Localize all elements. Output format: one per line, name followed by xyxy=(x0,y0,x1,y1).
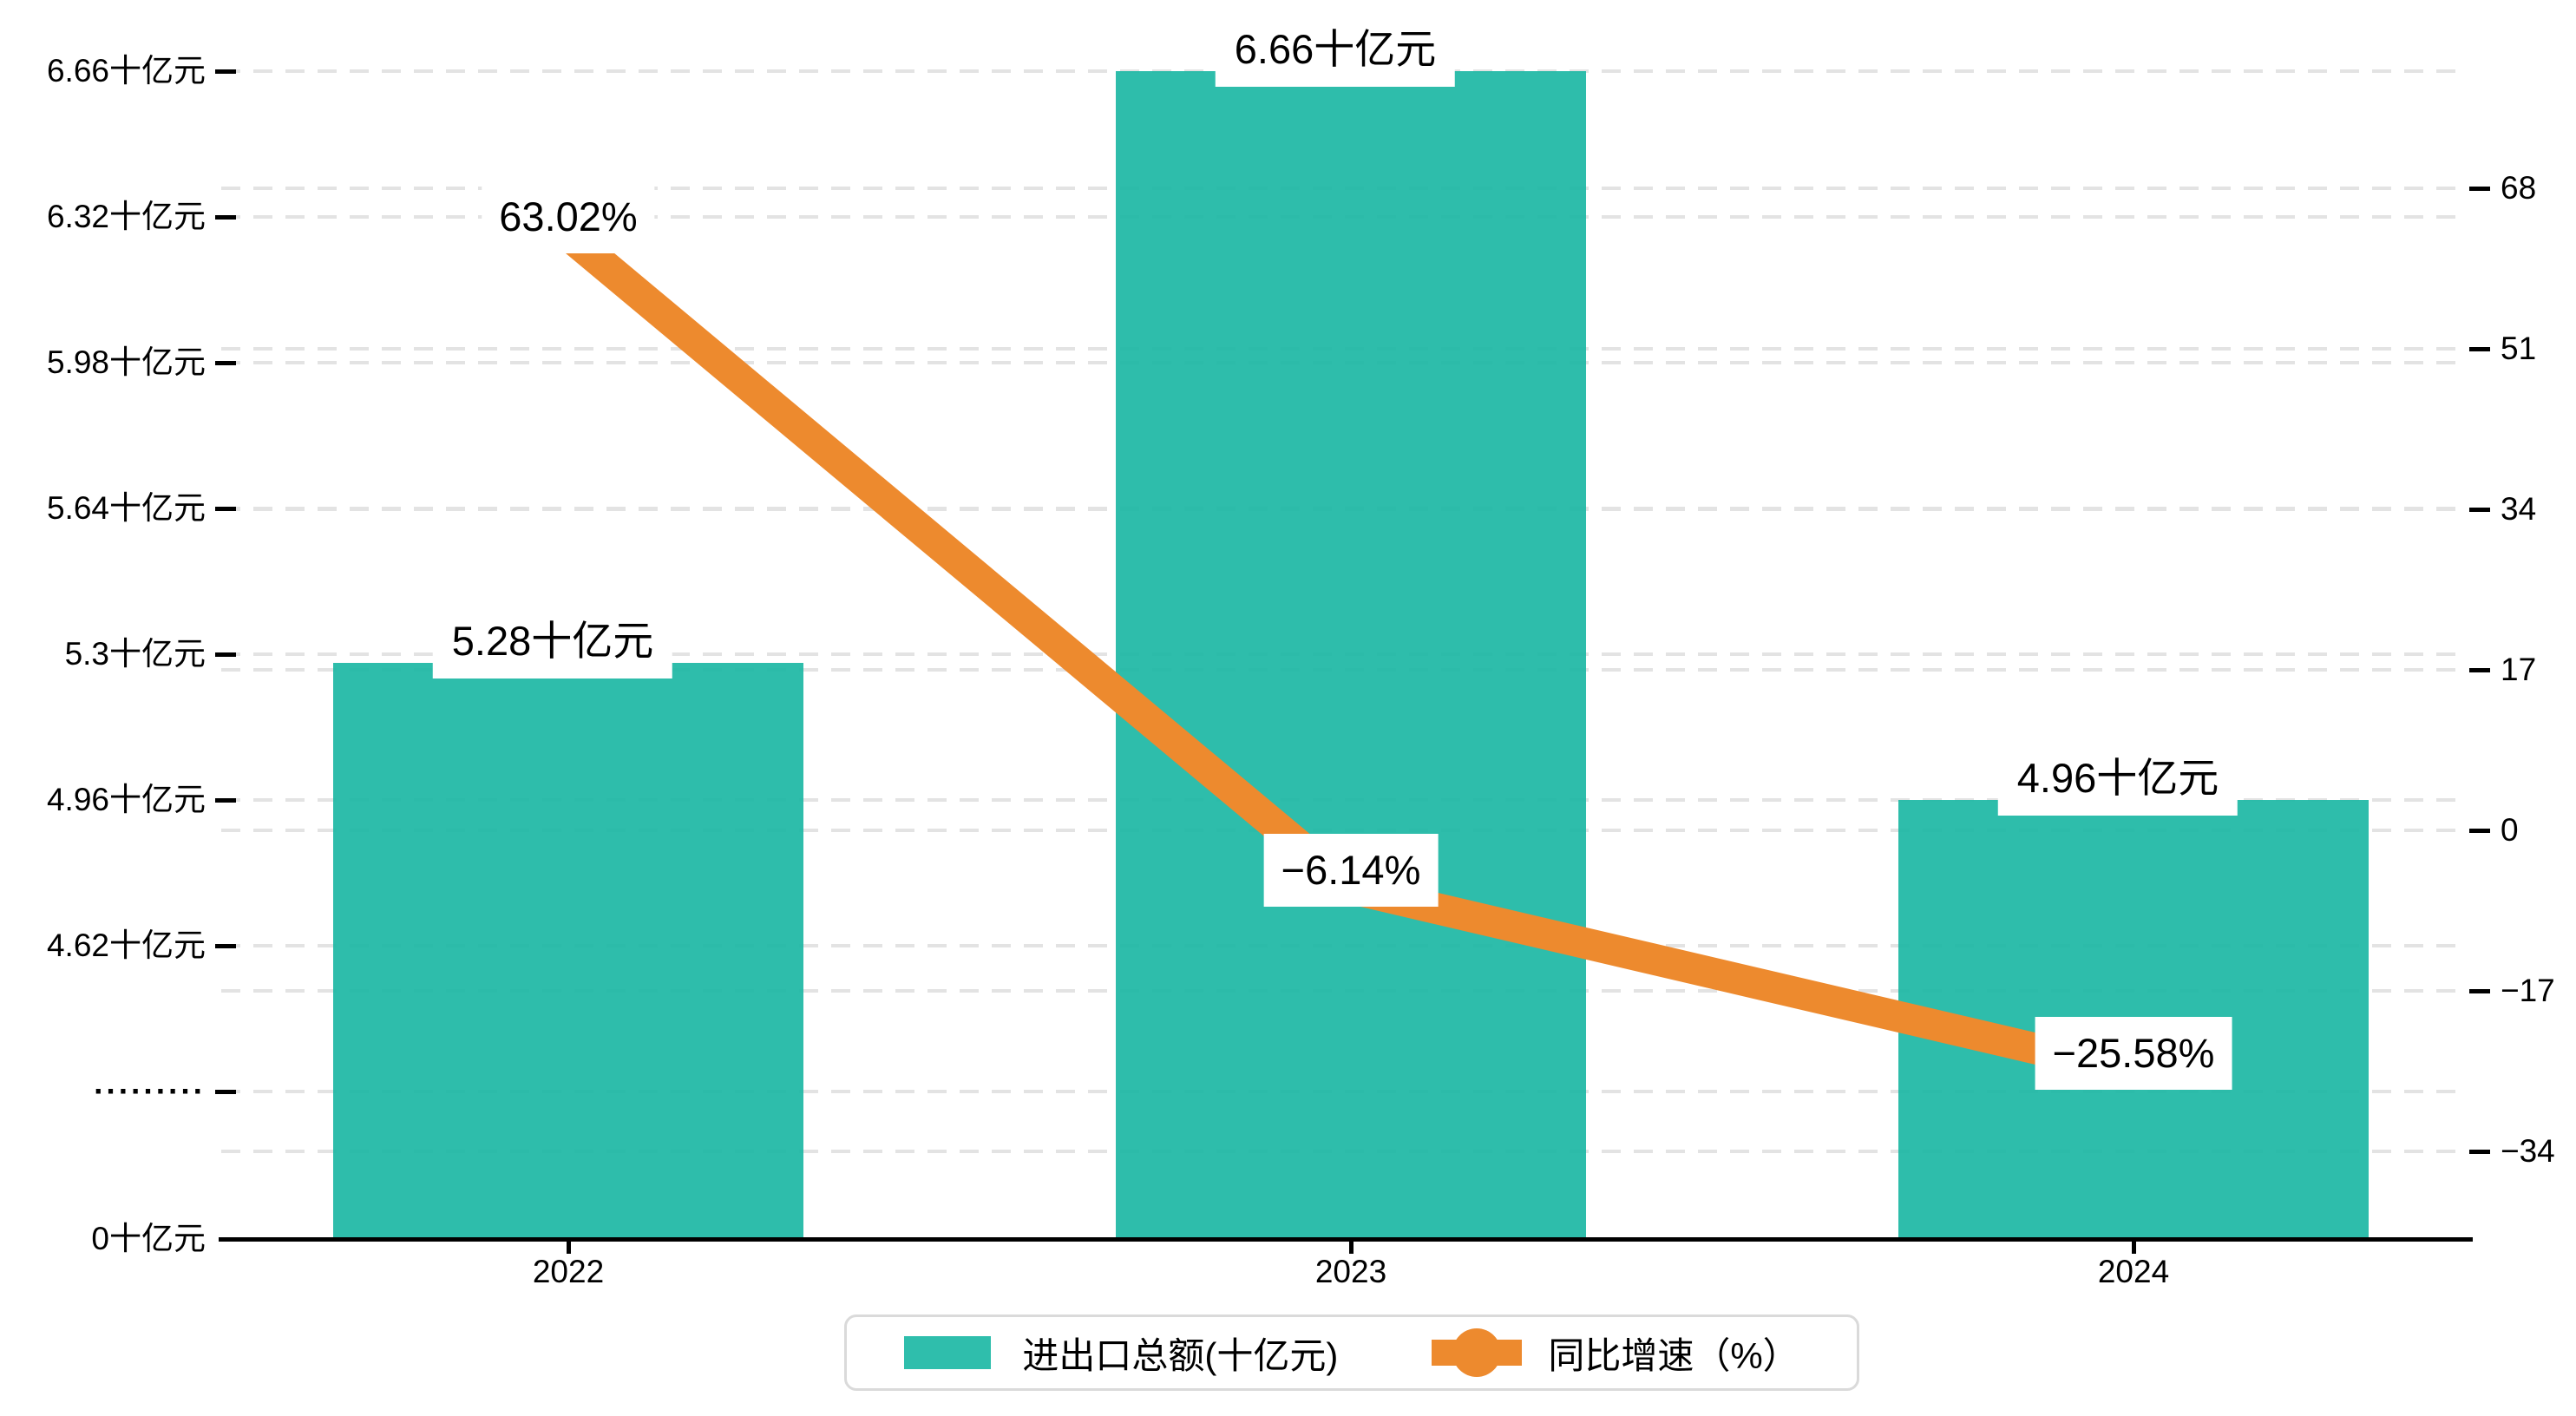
line-point-label: 63.02% xyxy=(482,180,655,253)
y-axis-tick-left xyxy=(215,215,236,220)
y-axis-tick-left xyxy=(215,69,236,74)
y-axis-label-right: 0 xyxy=(2501,812,2519,848)
y-axis-label-left: 5.98十亿元 xyxy=(46,344,206,380)
legend-item-line-series[interactable]: 同比增速（%） xyxy=(1432,1327,1799,1380)
y-axis-tick-left xyxy=(215,652,236,657)
y-axis-label-left: 4.96十亿元 xyxy=(46,782,206,817)
y-axis-tick-right xyxy=(2469,187,2490,191)
y-axis-tick-right xyxy=(2469,989,2490,993)
y-axis-tick-right xyxy=(2469,668,2490,672)
bar-value-label: 6.66十亿元 xyxy=(1215,12,1456,87)
line-series-legend-label: 同比增速（%） xyxy=(1548,1334,1799,1376)
bar-value-label: 5.28十亿元 xyxy=(432,604,673,678)
line-series-marker-icon xyxy=(1432,1328,1523,1377)
y-axis-tick-right xyxy=(2469,347,2490,351)
bar-2023[interactable] xyxy=(1116,71,1586,1239)
y-axis-tick-right xyxy=(2469,829,2490,833)
y-axis-label-left: 5.3十亿元 xyxy=(64,636,206,672)
line-point-label: −25.58% xyxy=(2035,1017,2232,1090)
y-axis-tick-left xyxy=(215,798,236,803)
x-axis-tick xyxy=(2132,1242,2136,1254)
y-axis-label-right: 68 xyxy=(2501,170,2537,206)
legend-item-bar-series[interactable]: 进出口总额(十亿元) xyxy=(904,1327,1338,1380)
legend: 进出口总额(十亿元) 同比增速（%） xyxy=(844,1314,1859,1391)
y-axis-label-right: −17 xyxy=(2501,973,2555,1008)
line-point-label: −6.14% xyxy=(1263,834,1439,907)
growth-line[interactable] xyxy=(558,223,2138,1087)
x-axis-label: 2024 xyxy=(2097,1254,2170,1289)
y-axis-label-right: −34 xyxy=(2501,1133,2555,1169)
y-axis-tick-right xyxy=(2469,508,2490,512)
y-axis-label-left: 0十亿元 xyxy=(91,1221,206,1256)
y-axis-label-right: 34 xyxy=(2501,491,2537,527)
bar-2022[interactable] xyxy=(333,663,803,1239)
y-axis-label-right: 17 xyxy=(2501,652,2537,687)
y-axis-label-left: 6.32十亿元 xyxy=(46,199,206,234)
x-axis-label: 2023 xyxy=(1314,1254,1387,1289)
y-axis-tick-left xyxy=(215,1090,236,1094)
bar-series-swatch-icon xyxy=(904,1336,992,1369)
bar-series-legend-label: 进出口总额(十亿元) xyxy=(1022,1334,1339,1376)
y-axis-label-right: 51 xyxy=(2501,331,2537,366)
x-axis-tick xyxy=(567,1242,571,1254)
y-axis-tick-right xyxy=(2469,1150,2490,1154)
y-axis-tick-left xyxy=(215,361,236,365)
x-axis-line xyxy=(219,1237,2473,1242)
x-axis-tick xyxy=(1349,1242,1354,1254)
y-axis-label-left: 6.66十亿元 xyxy=(46,53,206,88)
y-axis-label-left: ········· xyxy=(94,1073,206,1109)
y-axis-label-left: 4.62十亿元 xyxy=(46,928,206,963)
x-axis-label: 2022 xyxy=(532,1254,605,1289)
bar-value-label: 4.96十亿元 xyxy=(1997,741,2238,816)
y-axis-label-left: 5.64十亿元 xyxy=(46,490,206,526)
y-axis-tick-left xyxy=(215,944,236,948)
y-axis-tick-left xyxy=(215,507,236,511)
